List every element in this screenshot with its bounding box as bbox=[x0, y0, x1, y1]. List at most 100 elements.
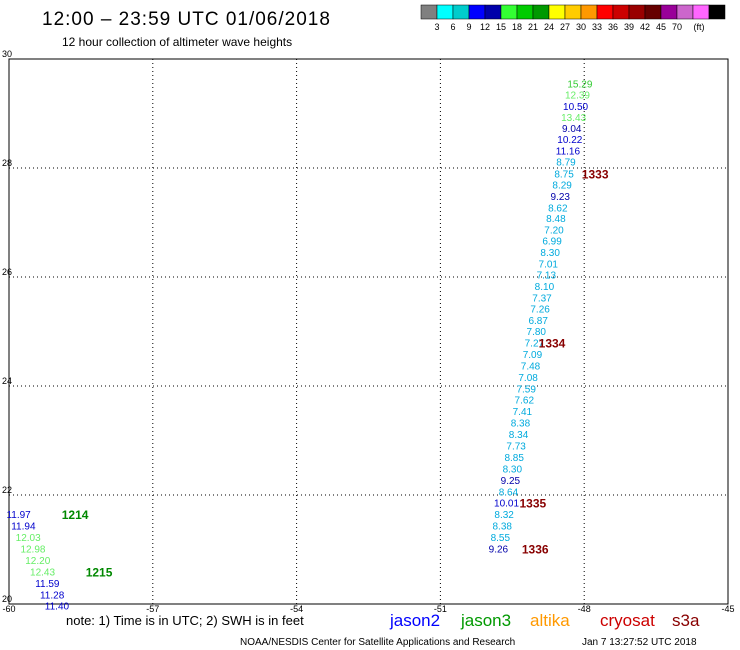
colorbar-label: 18 bbox=[512, 22, 522, 32]
y-tick-label: 24 bbox=[2, 376, 12, 386]
colorbar-swatch bbox=[484, 4, 502, 20]
wave-height-value: 11.16 bbox=[556, 147, 581, 158]
wave-height-value: 12.03 bbox=[16, 533, 41, 544]
wave-height-value: 8.29 bbox=[552, 180, 572, 191]
wave-height-value: 7.01 bbox=[539, 259, 559, 270]
wave-height-value: 8.10 bbox=[535, 282, 555, 293]
wave-height-value: 7.26 bbox=[530, 305, 550, 316]
colorbar-swatch bbox=[564, 4, 582, 20]
wave-height-value: 7.48 bbox=[521, 361, 541, 372]
wave-height-value: 7.20 bbox=[544, 226, 564, 237]
wave-height-value: 8.85 bbox=[504, 453, 524, 464]
wave-height-value: 13.43 bbox=[561, 113, 586, 124]
colorbar-swatch bbox=[692, 4, 710, 20]
wave-height-value: 8.79 bbox=[556, 158, 576, 169]
colorbar-swatch bbox=[580, 4, 598, 20]
satellite-legend: jason2 jason3 altika cryosat s3a bbox=[389, 611, 700, 630]
colorbar-swatch bbox=[596, 4, 614, 20]
wave-height-value: 6.99 bbox=[542, 237, 562, 248]
wave-height-value: 8.55 bbox=[491, 533, 511, 544]
wave-height-value: 9.26 bbox=[489, 545, 509, 556]
colorbar-label: 27 bbox=[560, 22, 570, 32]
colorbar-swatch bbox=[532, 4, 550, 20]
wave-height-value: 8.64 bbox=[499, 487, 519, 498]
colorbar-swatch bbox=[708, 4, 726, 20]
y-tick-label: 20 bbox=[2, 594, 12, 604]
colorbar-swatch bbox=[612, 4, 630, 20]
wave-height-value: 11.28 bbox=[40, 590, 65, 601]
satellite-legend-jason3: jason3 bbox=[460, 611, 511, 630]
wave-height-value: 12.43 bbox=[30, 567, 55, 578]
colorbar-label: 45 bbox=[656, 22, 666, 32]
wave-height-value: 8.38 bbox=[511, 419, 531, 430]
satellite-legend-s3a: s3a bbox=[672, 611, 700, 630]
x-axis-ticks: -60 -57 -54 -51 -48 -45 bbox=[2, 604, 734, 614]
colorbar-label: 12 bbox=[480, 22, 490, 32]
colorbar-legend: 3 6 9 12 15 18 21 24 27 30 33 36 39 42 45 70 (ft) bbox=[420, 4, 726, 32]
colorbar-label: 21 bbox=[528, 22, 538, 32]
colorbar-label: 36 bbox=[608, 22, 618, 32]
colorbar-swatch bbox=[500, 4, 518, 20]
colorbar-label: 33 bbox=[592, 22, 602, 32]
colorbar-swatch bbox=[436, 4, 454, 20]
wave-height-value: 7.80 bbox=[527, 327, 547, 338]
wave-height-value: 12.20 bbox=[25, 556, 50, 567]
plot-frame bbox=[8, 58, 729, 605]
colorbar-swatch bbox=[468, 4, 486, 20]
colorbar-label: 70 bbox=[672, 22, 682, 32]
pass-number-label: 1215 bbox=[86, 565, 113, 579]
footer-timestamp: Jan 7 13:27:52 UTC 2018 bbox=[582, 637, 697, 648]
wave-height-value: 11.40 bbox=[45, 602, 70, 613]
colorbar-swatch bbox=[420, 4, 438, 20]
wave-height-value: 8.32 bbox=[494, 510, 514, 521]
colorbar-label: 42 bbox=[640, 22, 650, 32]
y-tick-label: 22 bbox=[2, 485, 12, 495]
wave-height-value: 7.37 bbox=[532, 293, 552, 304]
x-tick-label: -60 bbox=[2, 604, 15, 614]
pass-number-label: 1336 bbox=[522, 543, 549, 557]
pass-labels: 1333 1334 1335 1336 1214 1215 bbox=[62, 168, 609, 580]
x-tick-label: -51 bbox=[434, 604, 447, 614]
colorbar-swatch bbox=[452, 4, 470, 20]
colorbar-unit: (ft) bbox=[694, 22, 705, 32]
colorbar-swatch bbox=[548, 4, 566, 20]
colorbar-label: 9 bbox=[466, 22, 471, 32]
satellite-legend-altika: altika bbox=[530, 611, 570, 630]
wave-height-value: 7.59 bbox=[516, 384, 536, 395]
wave-height-value: 10.01 bbox=[494, 499, 519, 510]
wave-height-value: 7.13 bbox=[537, 270, 557, 281]
footer-note: note: 1) Time is in UTC; 2) SWH is in fe… bbox=[66, 613, 304, 628]
x-tick-label: -54 bbox=[290, 604, 303, 614]
wave-height-value: 6.87 bbox=[528, 316, 548, 327]
colorbar-swatch bbox=[644, 4, 662, 20]
satellite-legend-cryosat: cryosat bbox=[600, 611, 655, 630]
y-tick-label: 28 bbox=[2, 158, 12, 168]
wave-height-value: 12.98 bbox=[20, 545, 45, 556]
wave-height-value: 15.29 bbox=[567, 80, 592, 91]
colorbar-label: 30 bbox=[576, 22, 586, 32]
wave-height-value: 8.48 bbox=[546, 214, 566, 225]
wave-height-value: 8.62 bbox=[548, 203, 568, 214]
footer-credit: NOAA/NESDIS Center for Satellite Applica… bbox=[240, 637, 515, 648]
colorbar-label: 24 bbox=[544, 22, 554, 32]
wave-height-value: 7.62 bbox=[515, 396, 535, 407]
wave-height-value: 8.38 bbox=[492, 522, 512, 533]
y-tick-label: 30 bbox=[2, 49, 12, 59]
colorbar-swatch bbox=[676, 4, 694, 20]
pass-number-label: 1334 bbox=[539, 336, 566, 350]
colorbar-swatch bbox=[628, 4, 646, 20]
x-tick-label: -48 bbox=[578, 604, 591, 614]
pass-number-label: 1214 bbox=[62, 508, 89, 522]
wave-height-value: 8.30 bbox=[503, 464, 523, 475]
x-tick-label: -57 bbox=[146, 604, 159, 614]
y-tick-label: 26 bbox=[2, 267, 12, 277]
wave-height-value: 10.50 bbox=[563, 102, 588, 113]
colorbar-label: 6 bbox=[450, 22, 455, 32]
colorbar-label: 39 bbox=[624, 22, 634, 32]
wave-height-value: 9.25 bbox=[501, 476, 521, 487]
x-tick-label: -45 bbox=[721, 604, 734, 614]
colorbar-swatch bbox=[516, 4, 534, 20]
y-axis-ticks: 30 28 26 24 22 20 bbox=[2, 49, 12, 604]
wave-height-value: 8.34 bbox=[509, 430, 529, 441]
